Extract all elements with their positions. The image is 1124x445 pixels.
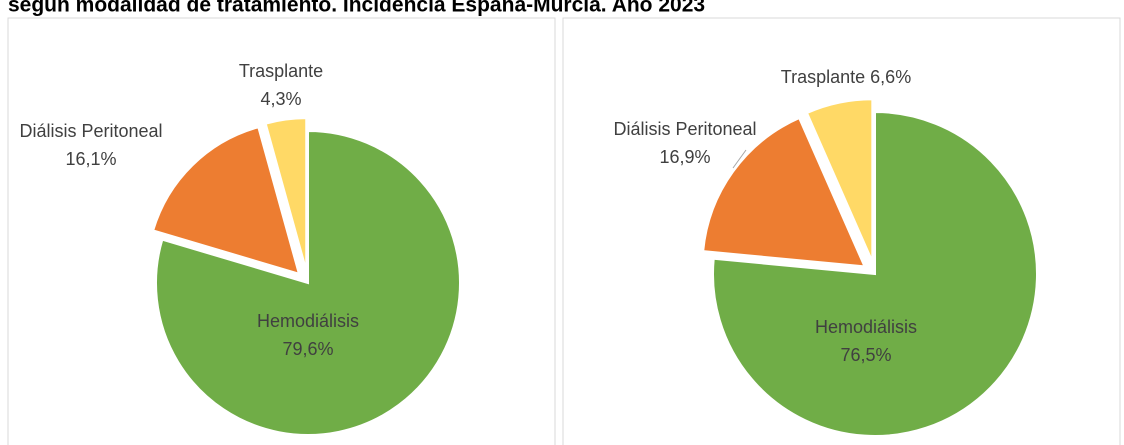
title: según modalidad de tratamiento. Incidenc…	[8, 0, 705, 17]
slice-label: Hemodiálisis	[815, 317, 917, 337]
slice-label: Hemodiálisis	[257, 311, 359, 331]
slice-label: Diálisis Peritoneal	[613, 119, 756, 139]
slice-value: 16,1%	[65, 149, 116, 169]
pie-slice	[805, 98, 874, 262]
slice-value: 4,3%	[260, 89, 301, 109]
panel	[7, 17, 556, 445]
leader-line	[732, 149, 747, 169]
slice-label: Diálisis Peritoneal	[19, 121, 162, 141]
panel	[562, 17, 1121, 445]
pie-slice	[155, 129, 461, 436]
pie-slice	[702, 116, 867, 268]
slice-value: 16,9%	[659, 147, 710, 167]
slice-label-group: Trasplante 6,6%	[781, 67, 911, 87]
slice-value: 76,5%	[840, 345, 891, 365]
slice-value: 79,6%	[282, 339, 333, 359]
pie-slice	[712, 110, 1038, 437]
slice-label: Trasplante	[781, 67, 865, 87]
slice-label: Trasplante	[239, 61, 323, 81]
slice-value: 6,6%	[870, 67, 911, 87]
pie-slice	[264, 117, 308, 271]
pie-slice	[151, 126, 301, 276]
